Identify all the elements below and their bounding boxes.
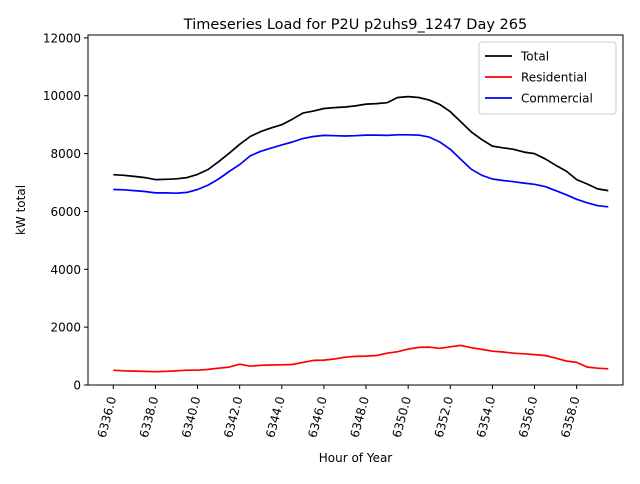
- y-tick-label: 8000: [50, 147, 81, 161]
- x-tick-label: 6342.0: [221, 395, 245, 439]
- x-tick-label: 6352.0: [432, 395, 456, 439]
- series-line-commercial: [113, 133, 609, 208]
- y-tick-label: 6000: [50, 205, 81, 219]
- legend-label: Residential: [521, 71, 587, 85]
- x-axis-label: Hour of Year: [319, 451, 393, 465]
- y-axis-label: kW total: [14, 185, 28, 235]
- legend: Total Residential Commercial: [478, 41, 617, 115]
- y-tick-label: 10000: [43, 89, 81, 103]
- x-tick-label: 6358.0: [558, 395, 582, 439]
- legend-label: Commercial: [521, 92, 593, 106]
- series-line-residential: [113, 344, 609, 373]
- y-tick-label: 0: [73, 379, 81, 393]
- plot-frame: [87, 34, 624, 386]
- chart-title: Timeseries Load for P2U p2uhs9_1247 Day …: [183, 17, 527, 33]
- x-tick-label: 6338.0: [137, 395, 161, 439]
- series-line-total: [113, 95, 609, 192]
- x-tick-label: 6336.0: [95, 395, 119, 439]
- y-tick-label: 2000: [50, 321, 81, 335]
- x-tick-label: 6348.0: [348, 395, 372, 439]
- legend-label: Total: [520, 50, 549, 64]
- x-tick-label: 6350.0: [390, 395, 414, 439]
- x-tick-label: 6346.0: [305, 395, 329, 439]
- x-tick-label: 6340.0: [179, 395, 203, 439]
- y-tick-label: 12000: [43, 31, 81, 45]
- x-tick-label: 6356.0: [516, 395, 540, 439]
- x-axis-ticks: 6336.0 6338.0 6340.0 6342.0 6344.0 6346.0 6348…: [95, 385, 583, 439]
- x-tick-label: 6354.0: [474, 395, 498, 439]
- x-tick-label: 6344.0: [263, 395, 287, 439]
- series-lines: [113, 95, 609, 373]
- y-axis-ticks: 0 2000 4000 6000 8000 10000 12000: [43, 31, 88, 393]
- y-tick-label: 4000: [50, 263, 81, 277]
- legend-box: [478, 41, 617, 115]
